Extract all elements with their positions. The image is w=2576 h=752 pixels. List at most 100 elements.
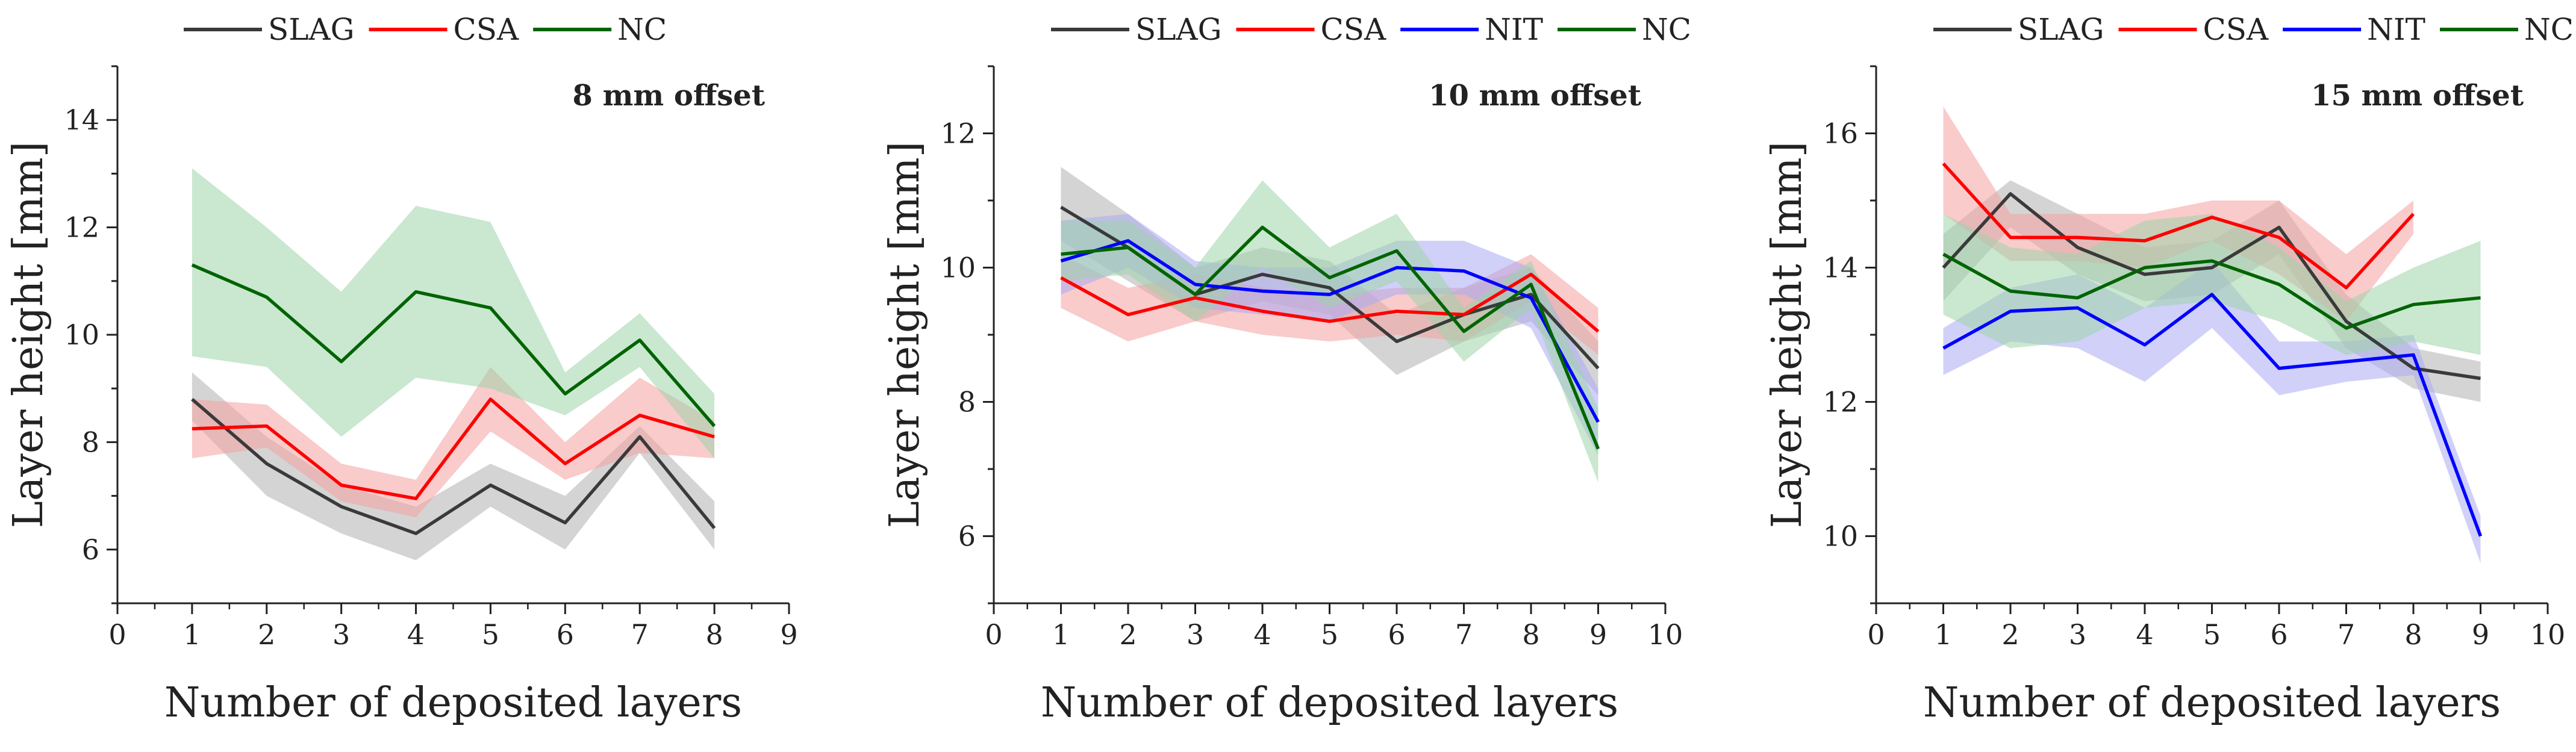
x-tick-label: 9	[780, 618, 797, 651]
chart-title: 8 mm offset	[572, 79, 765, 113]
y-tick-label: 6	[82, 533, 99, 566]
x-tick-label: 0	[985, 618, 1002, 651]
x-tick-label: 8	[2404, 618, 2422, 651]
x-tick-label: 2	[1119, 618, 1137, 651]
data-point-nit	[2077, 307, 2079, 308]
data-point-csa	[1195, 297, 1196, 299]
data-point-csa	[2212, 217, 2213, 218]
data-point-csa	[2010, 237, 2011, 238]
y-axis-label: Layer height [mm]	[1764, 141, 1811, 529]
y-tick-label: 12	[940, 117, 976, 150]
x-tick-label: 10	[1648, 618, 1683, 651]
chart-title: 10 mm offset	[1429, 79, 1641, 113]
data-point-nc	[639, 340, 640, 341]
data-point-csa	[2346, 287, 2347, 288]
data-point-nc	[1061, 253, 1062, 255]
series-line-nc	[1061, 225, 1600, 450]
data-point-nc	[2144, 267, 2145, 269]
y-tick-label: 14	[64, 104, 99, 136]
data-point-nc	[1127, 247, 1129, 248]
data-point-slag	[1396, 341, 1397, 342]
data-point-nc	[2480, 297, 2481, 299]
data-point-nc	[192, 264, 193, 266]
data-point-nit	[1329, 294, 1330, 295]
data-point-slag	[564, 522, 566, 523]
data-point-slag	[1943, 267, 1944, 269]
legend-label-nit: NIT	[2367, 12, 2425, 47]
x-tick-label: 0	[108, 618, 126, 651]
x-axis-label: Number of deposited layers	[164, 679, 742, 727]
data-point-slag	[2480, 378, 2481, 379]
y-tick-label: 10	[940, 252, 976, 284]
x-tick-label: 8	[705, 618, 723, 651]
x-tick-label: 7	[631, 618, 649, 651]
data-point-nit	[2144, 344, 2145, 346]
data-point-nc	[714, 426, 715, 427]
y-tick-label: 12	[64, 211, 99, 244]
data-point-slag	[2144, 274, 2145, 275]
data-point-slag	[1329, 287, 1330, 288]
data-point-slag	[490, 485, 491, 486]
series-line-slag	[191, 397, 716, 535]
data-point-nc	[564, 393, 566, 394]
data-point-slag	[2346, 321, 2347, 322]
legend: SLAG CSA NC	[184, 12, 667, 47]
x-tick-label: 6	[2270, 618, 2288, 651]
x-tick-label: 10	[2530, 618, 2566, 651]
data-point-slag	[416, 533, 417, 534]
data-point-nc	[416, 291, 417, 293]
data-point-slag	[1262, 274, 1263, 275]
data-point-nc	[2278, 284, 2280, 285]
y-tick-label: 14	[1823, 252, 1858, 284]
data-point-slag	[2278, 227, 2280, 228]
x-tick-label: 1	[183, 618, 201, 651]
band-nc	[192, 168, 715, 459]
data-point-nit	[1127, 240, 1129, 241]
series-line-slag	[1942, 192, 2481, 381]
data-point-slag	[1530, 294, 1532, 295]
x-tick-label: 4	[1253, 618, 1271, 651]
data-point-nc	[1329, 277, 1330, 278]
x-tick-label: 4	[407, 618, 425, 651]
data-point-nc	[2346, 328, 2347, 329]
data-point-nit	[2346, 361, 2347, 362]
data-point-nit	[1598, 421, 1599, 423]
data-point-nit	[2212, 294, 2213, 295]
y-tick-label: 8	[958, 386, 976, 418]
x-tick-label: 3	[1187, 618, 1204, 651]
data-point-slag	[192, 399, 193, 400]
data-point-csa	[2413, 213, 2414, 214]
x-tick-label: 7	[1455, 618, 1473, 651]
data-point-nc	[2010, 291, 2011, 292]
series-line-csa	[1942, 162, 2415, 290]
x-tick-label: 6	[1388, 618, 1405, 651]
x-tick-label: 1	[1935, 618, 1952, 651]
legend-label-slag: SLAG	[268, 12, 355, 47]
data-point-csa	[564, 463, 566, 464]
data-point-slag	[2413, 368, 2414, 369]
data-point-csa	[1127, 314, 1129, 315]
data-point-nit	[2413, 354, 2414, 355]
data-point-slag	[639, 436, 640, 437]
x-tick-label: 8	[1522, 618, 1539, 651]
legend-label-slag: SLAG	[2018, 12, 2104, 47]
data-point-nc	[266, 297, 267, 298]
data-point-csa	[1598, 331, 1599, 332]
y-tick-label: 10	[64, 319, 99, 351]
data-point-csa	[1262, 311, 1263, 312]
data-point-nit	[1061, 260, 1062, 261]
x-tick-label: 3	[2069, 618, 2086, 651]
data-point-csa	[416, 498, 417, 499]
y-axis-label: Layer height [mm]	[5, 141, 52, 529]
x-tick-label: 5	[2203, 618, 2221, 651]
data-point-nc	[1530, 284, 1532, 285]
data-point-nit	[2278, 368, 2280, 369]
data-point-nc	[1195, 294, 1196, 295]
data-point-csa	[1396, 311, 1397, 312]
x-axis-label: Number of deposited layers	[1041, 679, 1618, 727]
data-point-nc	[1943, 253, 1944, 255]
data-point-slag	[2077, 247, 2079, 248]
series-line-nc	[191, 263, 716, 427]
legend-label-csa: CSA	[1321, 12, 1387, 47]
